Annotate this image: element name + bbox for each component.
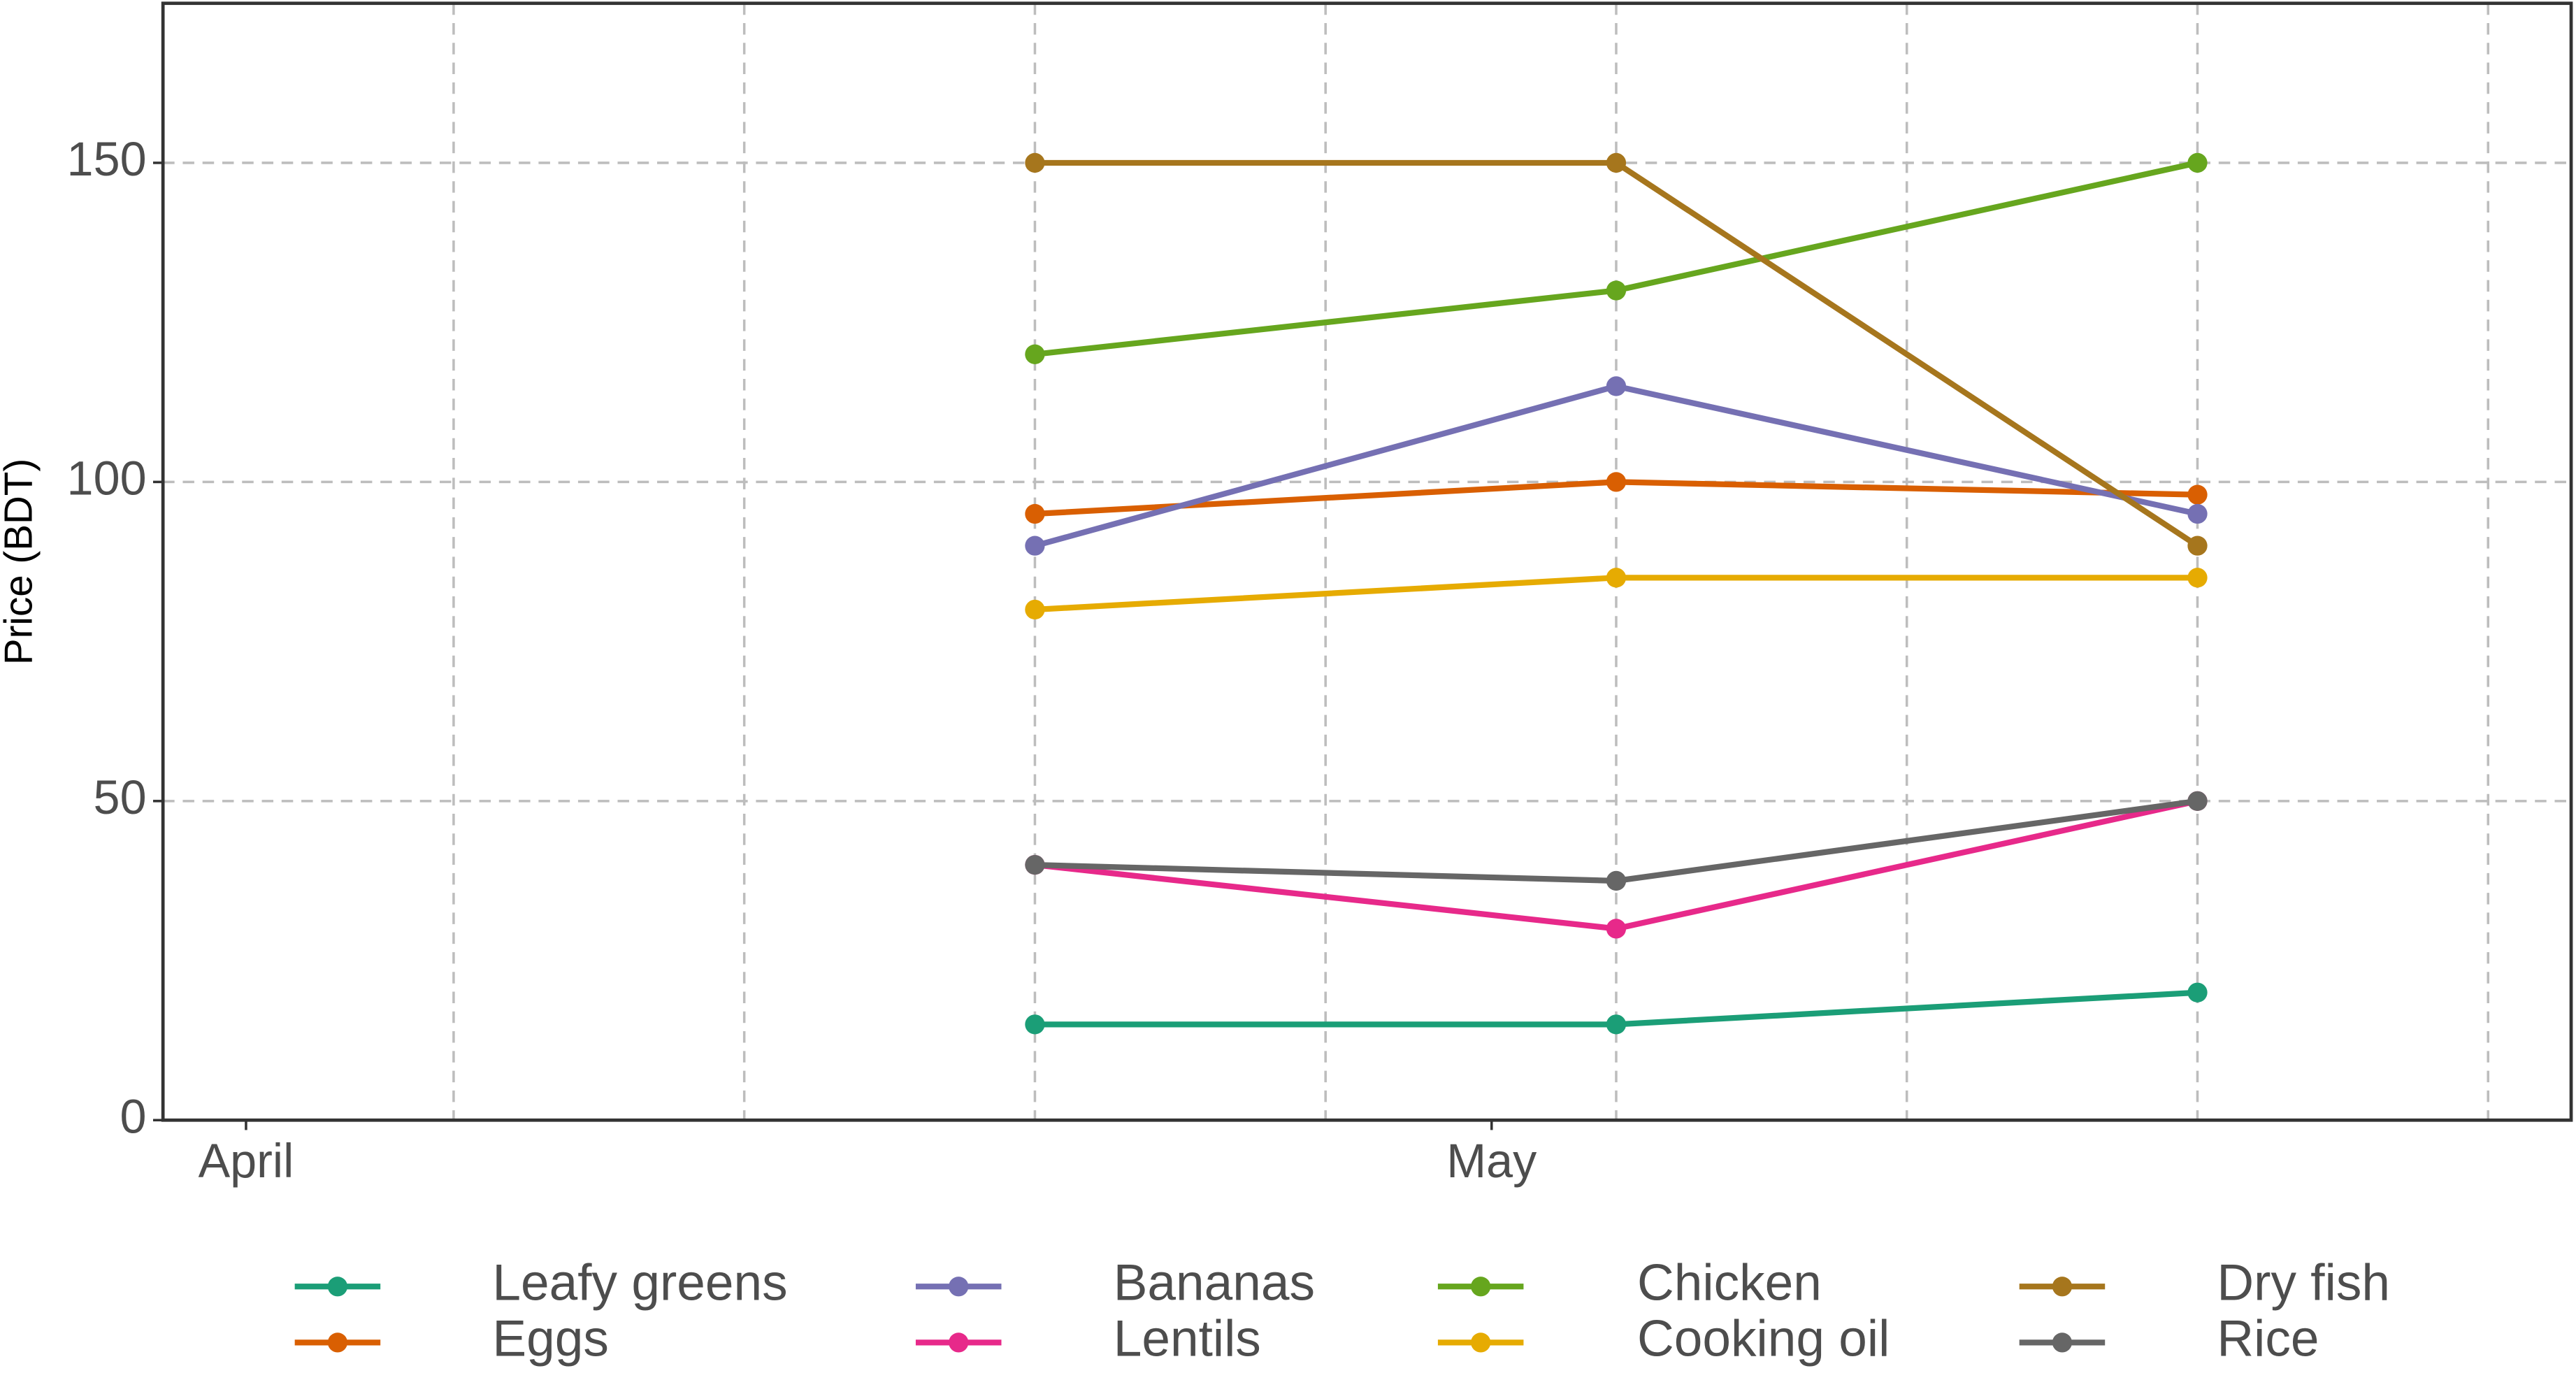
- point: [2187, 982, 2208, 1002]
- point: [1606, 919, 1627, 939]
- point: [1025, 599, 1045, 620]
- legend-key-point: [2052, 1332, 2073, 1353]
- point: [1606, 1014, 1627, 1035]
- point: [2187, 791, 2208, 811]
- legend-label: Dry fish: [2217, 1255, 2390, 1311]
- x-tick-label: April: [199, 1135, 294, 1188]
- legend-key-point: [1471, 1277, 1491, 1297]
- legend-key-point: [949, 1332, 969, 1353]
- point: [2187, 152, 2208, 173]
- legend-key-point: [327, 1277, 348, 1297]
- legend-label: Rice: [2217, 1311, 2319, 1367]
- legend-label: Leafy greens: [492, 1255, 787, 1311]
- legend-key-point: [1471, 1332, 1491, 1353]
- legend-label: Eggs: [492, 1311, 608, 1367]
- point: [2187, 568, 2208, 588]
- legend-label: Cooking oil: [1637, 1311, 1890, 1367]
- point: [1025, 152, 1045, 173]
- point: [1606, 152, 1627, 173]
- point: [1606, 280, 1627, 301]
- legend-key-point: [327, 1332, 348, 1353]
- x-tick-label: May: [1446, 1135, 1537, 1188]
- legend-label: Lentils: [1114, 1311, 1261, 1367]
- point: [2187, 484, 2208, 505]
- point: [2187, 503, 2208, 524]
- point: [1606, 870, 1627, 891]
- y-tick-label: 50: [94, 771, 147, 824]
- y-tick-label: 150: [67, 133, 147, 186]
- y-tick-label: 0: [120, 1090, 147, 1143]
- point: [1025, 503, 1045, 524]
- y-axis-label: Price (BDT): [0, 459, 40, 665]
- legend-label: Bananas: [1114, 1255, 1315, 1311]
- point: [1025, 1014, 1045, 1035]
- point: [1606, 568, 1627, 588]
- legend-key-point: [2052, 1277, 2073, 1297]
- legend-key-point: [949, 1277, 969, 1297]
- point: [1606, 472, 1627, 492]
- point: [1025, 536, 1045, 556]
- y-tick-label: 100: [67, 452, 147, 505]
- point: [1025, 344, 1045, 364]
- plot-border: [161, 1, 2573, 1122]
- point: [1025, 854, 1045, 875]
- point: [1606, 376, 1627, 396]
- legend-label: Chicken: [1637, 1255, 1822, 1311]
- point: [2187, 536, 2208, 556]
